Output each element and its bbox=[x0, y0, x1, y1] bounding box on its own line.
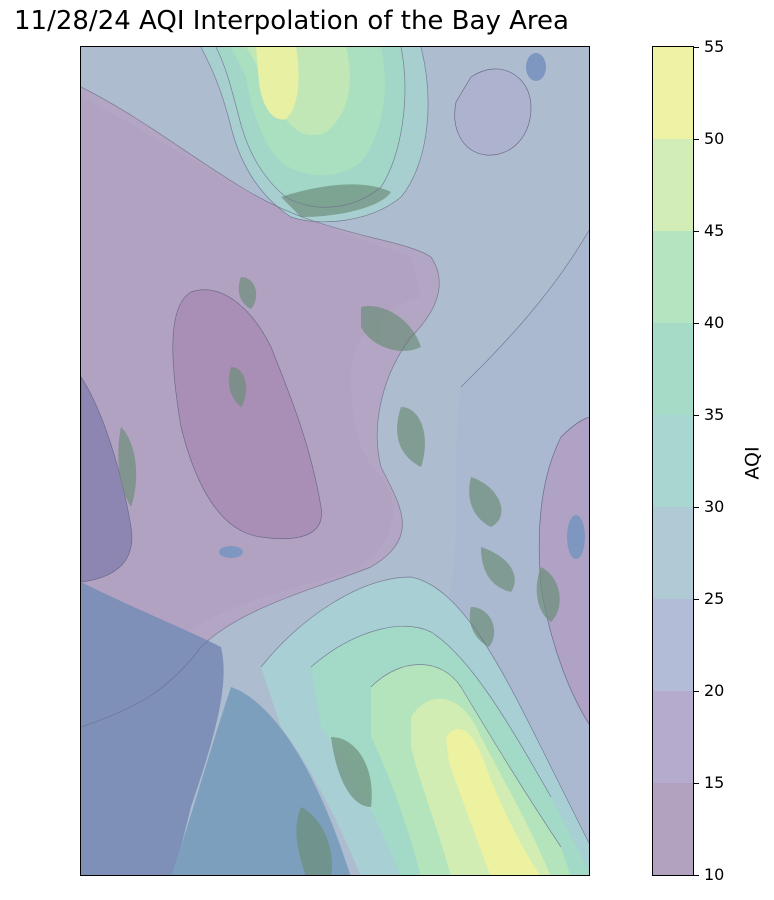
contour-lines bbox=[81, 47, 589, 848]
colorbar-tick bbox=[694, 415, 699, 416]
aqi-map bbox=[80, 46, 590, 876]
contour-band-10-15-pocket bbox=[172, 289, 322, 540]
colorbar-tick bbox=[694, 599, 699, 600]
colorbar-band bbox=[653, 47, 693, 139]
ocean-southwest bbox=[81, 582, 224, 875]
contour-band-50-55-south bbox=[446, 728, 540, 875]
colorbar-tick-label: 15 bbox=[704, 773, 725, 792]
colorbar-band bbox=[653, 323, 693, 415]
colorbar-tick bbox=[694, 507, 699, 508]
colorbar-tick-label: 55 bbox=[704, 37, 725, 56]
contour-band-20-25-northeast bbox=[454, 68, 532, 156]
lakes bbox=[219, 53, 585, 559]
colorbar-band bbox=[653, 691, 693, 783]
colorbar-band bbox=[653, 415, 693, 507]
colorbar-tick bbox=[694, 47, 699, 48]
colorbar-tick-label: 40 bbox=[704, 313, 725, 332]
colorbar-band bbox=[653, 599, 693, 691]
colorbar-tick bbox=[694, 139, 699, 140]
colorbar-band bbox=[653, 231, 693, 323]
colorbar-tick-label: 35 bbox=[704, 405, 725, 424]
colorbar-tick bbox=[694, 231, 699, 232]
colorbar-tick-label: 25 bbox=[704, 589, 725, 608]
page-title: 11/28/24 AQI Interpolation of the Bay Ar… bbox=[14, 6, 569, 36]
colorbar-label: AQI bbox=[741, 446, 764, 480]
colorbar-band bbox=[653, 507, 693, 599]
contour-band-50-55-north bbox=[256, 47, 299, 120]
colorbar-tick bbox=[694, 875, 699, 876]
urban-areas bbox=[118, 184, 560, 875]
contour-band-15-20-east bbox=[538, 416, 589, 725]
aqi-colorbar bbox=[652, 46, 694, 876]
colorbar-tick bbox=[694, 691, 699, 692]
aqi-contour-layer bbox=[81, 47, 589, 875]
colorbar-tick-label: 10 bbox=[704, 865, 725, 884]
colorbar-band bbox=[653, 139, 693, 231]
colorbar-band bbox=[653, 783, 693, 875]
colorbar-tick-label: 20 bbox=[704, 681, 725, 700]
colorbar-tick-label: 30 bbox=[704, 497, 725, 516]
colorbar-tick bbox=[694, 323, 699, 324]
colorbar-tick bbox=[694, 783, 699, 784]
colorbar-tick-label: 50 bbox=[704, 129, 725, 148]
ocean-west-strip bbox=[81, 376, 133, 583]
colorbar-tick-label: 45 bbox=[704, 221, 725, 240]
